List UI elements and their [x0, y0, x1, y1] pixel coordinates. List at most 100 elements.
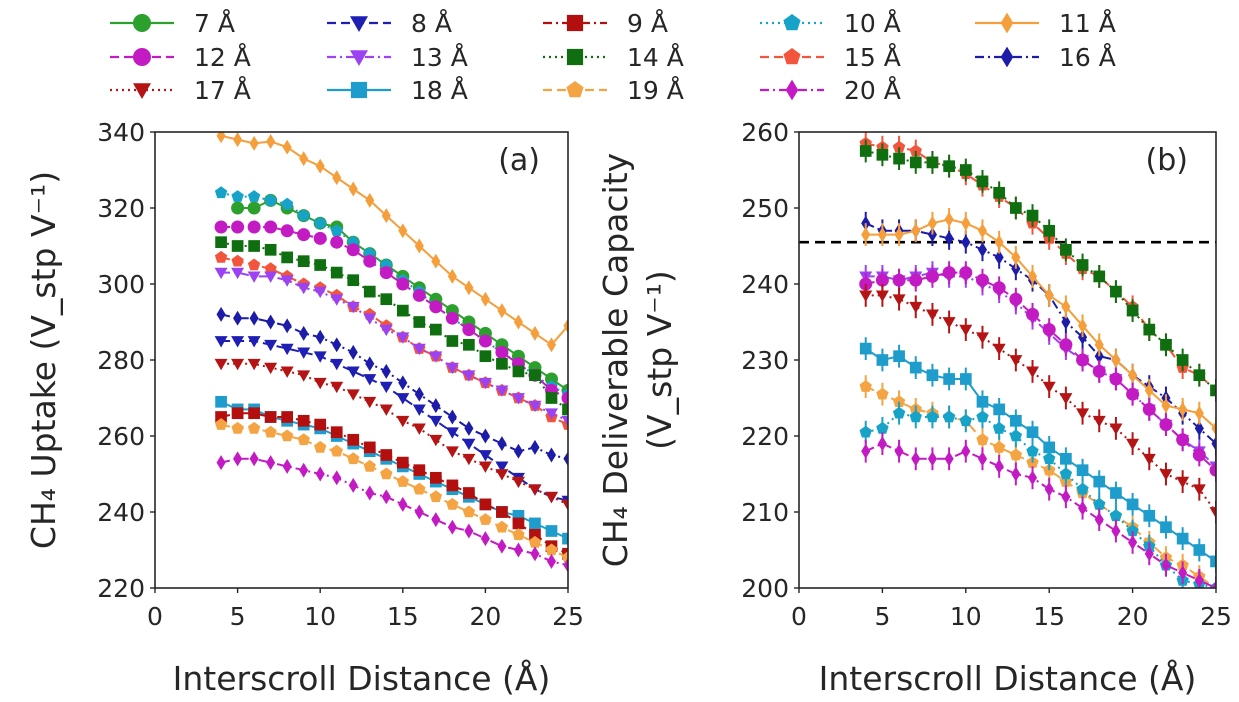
legend-item: 15 Å	[760, 43, 901, 72]
data-point	[464, 420, 474, 436]
data-point	[495, 345, 509, 359]
data-point	[214, 358, 228, 371]
data-point	[530, 325, 540, 341]
legend: 7 Å 8 Å 9 Å 10 Å 11 Å 12 Å 13 Å 14 Å 15 Å 16 Å 17 …	[110, 9, 1116, 105]
data-point	[959, 324, 973, 337]
data-point	[561, 391, 568, 405]
data-point	[330, 294, 344, 306]
data-point	[563, 318, 568, 334]
data-point	[975, 332, 989, 344]
data-point	[911, 451, 921, 467]
series-line	[220, 400, 568, 540]
data-point	[314, 259, 327, 271]
data-point	[1059, 467, 1073, 480]
legend-marker	[566, 81, 584, 98]
data-point	[379, 404, 393, 416]
data-point	[396, 332, 410, 344]
y-tick-label: 320	[97, 194, 145, 223]
data-point	[330, 444, 343, 457]
data-point	[1009, 292, 1023, 306]
data-point	[266, 134, 276, 149]
data-point	[330, 358, 344, 371]
legend-marker	[133, 14, 151, 32]
y-tick-label: 280	[97, 346, 145, 375]
data-point	[463, 487, 475, 499]
data-point	[1094, 337, 1104, 353]
data-point	[264, 362, 278, 375]
data-point	[1159, 469, 1173, 481]
data-point	[993, 421, 1006, 434]
data-point	[247, 220, 261, 234]
data-point	[909, 156, 922, 169]
data-point	[1009, 355, 1023, 367]
data-point	[1211, 580, 1216, 588]
data-point	[315, 466, 325, 482]
data-point	[281, 197, 294, 210]
data-point	[1143, 323, 1156, 336]
data-point	[247, 201, 261, 215]
data-point	[859, 290, 873, 302]
series-line	[865, 271, 1216, 471]
panel-b-x-axis-label: Interscroll Distance (Å)	[819, 658, 1197, 698]
data-point	[1161, 557, 1171, 573]
data-point	[495, 461, 509, 473]
series-20A	[861, 432, 1216, 588]
data-point	[282, 318, 292, 334]
data-point	[1128, 534, 1138, 550]
data-point	[264, 193, 277, 206]
data-point	[429, 351, 443, 363]
data-point	[280, 366, 294, 378]
data-point	[561, 499, 568, 511]
data-point	[909, 301, 923, 314]
data-point	[1043, 452, 1056, 465]
data-point	[398, 375, 408, 391]
x-tick-label: 25	[1200, 602, 1232, 631]
data-point	[529, 517, 541, 530]
data-point	[299, 325, 309, 341]
data-point	[1076, 259, 1089, 271]
series-line	[220, 241, 568, 411]
data-point	[266, 455, 276, 471]
data-point	[1061, 314, 1071, 330]
data-point	[546, 553, 557, 569]
data-point	[363, 313, 377, 325]
data-point	[994, 234, 1004, 250]
data-point	[315, 329, 325, 345]
x-tick-label: 15	[387, 602, 419, 631]
data-point	[396, 475, 409, 487]
data-point	[464, 523, 474, 539]
data-point	[892, 395, 906, 408]
data-point	[215, 236, 227, 249]
data-point	[976, 395, 989, 408]
data-point	[431, 253, 441, 269]
series-line	[865, 442, 1216, 588]
data-point	[1078, 318, 1088, 334]
data-point	[363, 396, 377, 409]
data-point	[1176, 354, 1189, 366]
data-point	[1011, 466, 1021, 482]
data-point	[1026, 444, 1039, 457]
x-tick-label: 10	[950, 602, 982, 631]
data-point	[215, 395, 227, 408]
data-point	[363, 374, 377, 386]
data-point	[445, 427, 459, 439]
data-point	[1176, 433, 1190, 447]
data-point	[216, 455, 226, 471]
data-point	[1009, 429, 1022, 442]
data-point	[330, 224, 343, 237]
series-line	[220, 457, 568, 567]
data-point	[1211, 420, 1216, 436]
data-point	[944, 211, 954, 227]
series-10A	[859, 401, 1216, 588]
legend-marker	[133, 83, 151, 99]
data-point	[959, 373, 972, 385]
data-point	[944, 451, 954, 467]
data-point	[959, 266, 973, 280]
y-tick-label: 250	[741, 194, 789, 223]
data-point	[249, 451, 259, 467]
data-point	[280, 224, 294, 238]
legend-label: 15 Å	[844, 43, 901, 72]
legend-label: 8 Å	[411, 9, 452, 38]
data-point	[1178, 565, 1188, 581]
series-line	[865, 385, 1216, 588]
